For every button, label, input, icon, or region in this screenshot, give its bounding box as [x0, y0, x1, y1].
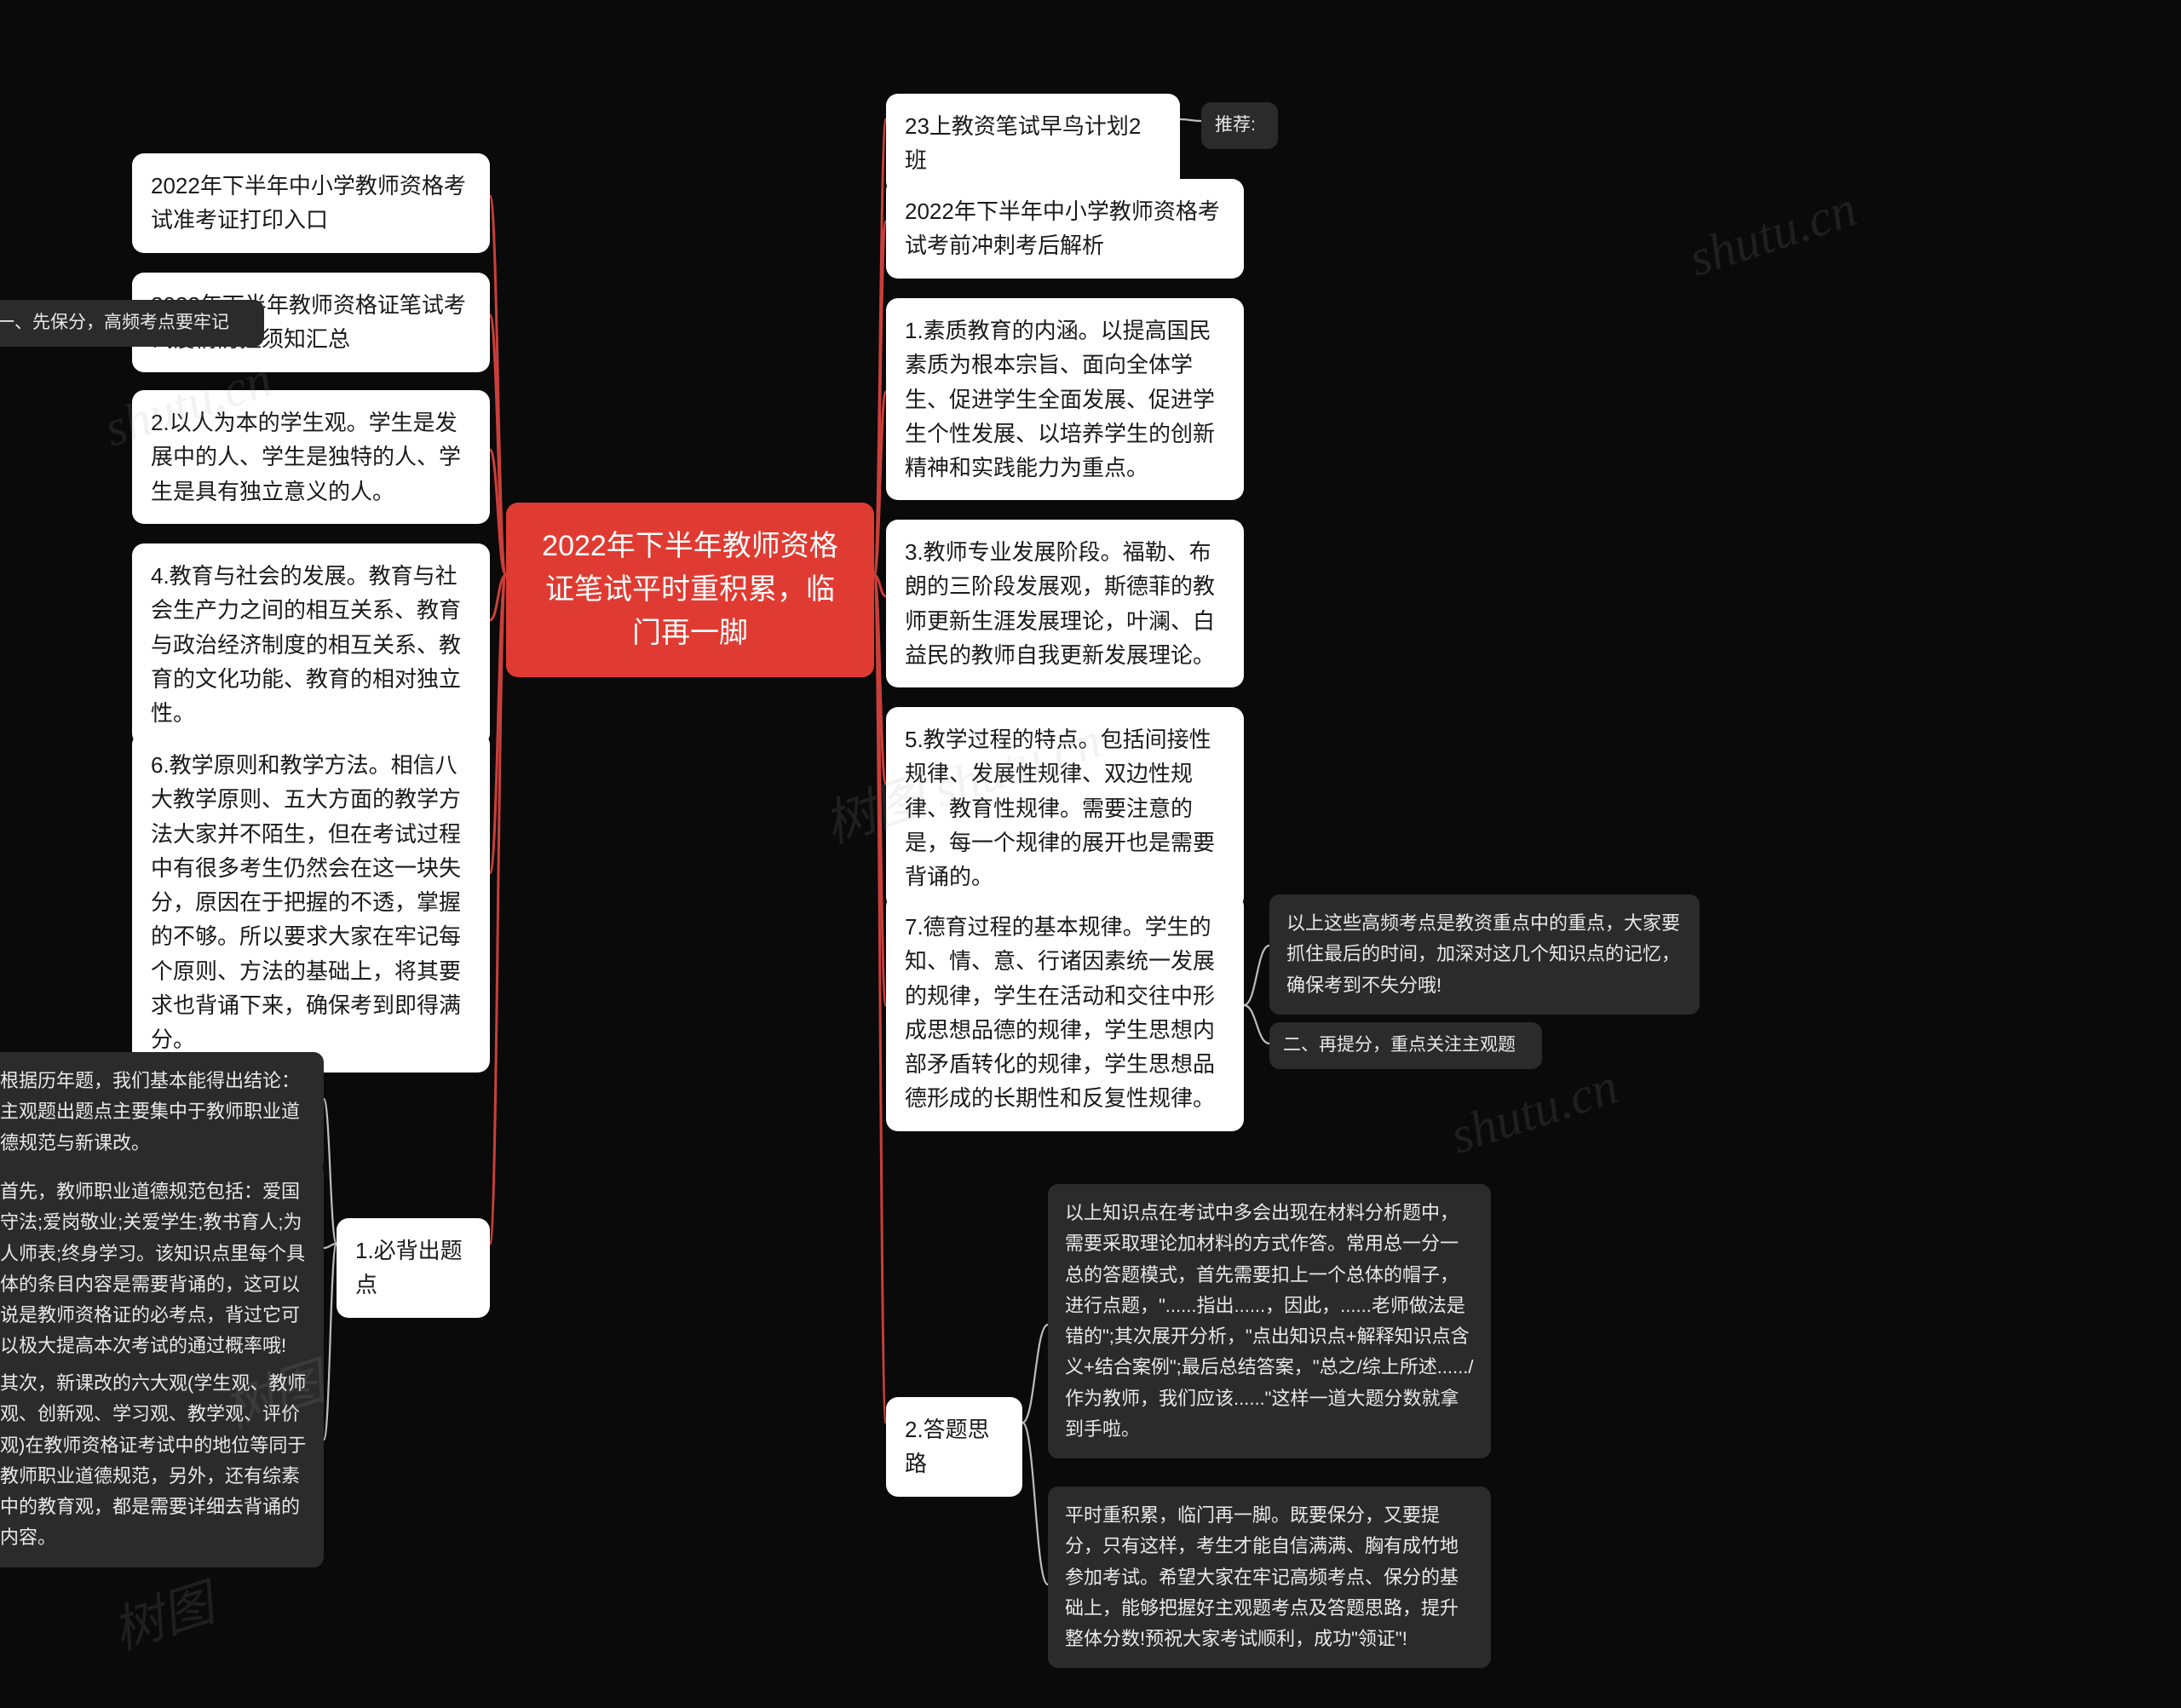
branch-node[interactable]: 2022年下半年中小学教师资格考试考前冲刺考后解析 [886, 179, 1244, 279]
branch-node[interactable]: 6.教学原则和教学方法。相信八大教学原则、五大方面的教学方法大家并不陌生，但在考… [132, 733, 490, 1073]
leaf-node[interactable]: 根据历年题，我们基本能得出结论：主观题出题点主要集中于教师职业道德规范与新课改。 [0, 1052, 324, 1172]
branch-node[interactable]: 2.以人为本的学生观。学生是发展中的人、学生是独特的人、学生是具有独立意义的人。 [132, 390, 490, 524]
leaf-node[interactable]: 二、再提分，重点关注主观题 [1269, 1022, 1542, 1069]
leaf-node[interactable]: 一、先保分，高频考点要牢记 [0, 300, 264, 347]
watermark: shutu.cn [1443, 1057, 1625, 1166]
branch-node[interactable]: 7.德育过程的基本规律。学生的知、情、意、行诸因素统一发展的规律，学生在活动和交… [886, 894, 1244, 1131]
mindmap-canvas: 2022年下半年教师资格证笔试平时重积累，临门再一脚 2022年下半年中小学教师… [0, 0, 2181, 1708]
leaf-node[interactable]: 平时重积累，临门再一脚。既要保分，又要提分，只有这样，考生才能自信满满、胸有成竹… [1048, 1487, 1491, 1668]
leaf-node[interactable]: 首先，教师职业道德规范包括：爱国守法;爱岗敬业;关爱学生;教书育人;为人师表;终… [0, 1163, 324, 1376]
watermark: shutu.cn [1682, 180, 1863, 289]
branch-node[interactable]: 2022年下半年中小学教师资格考试准考证打印入口 [132, 153, 490, 253]
leaf-node[interactable]: 以上这些高频考点是教资重点中的重点，大家要抓住最后的时间，加深对这几个知识点的记… [1269, 894, 1700, 1015]
branch-node[interactable]: 4.教育与社会的发展。教育与社会生产力之间的相互关系、教育与政治经济制度的相互关… [132, 543, 490, 745]
center-topic[interactable]: 2022年下半年教师资格证笔试平时重积累，临门再一脚 [506, 503, 874, 677]
branch-node[interactable]: 3.教师专业发展阶段。福勒、布朗的三阶段发展观，斯德菲的教师更新生涯发展理论，叶… [886, 520, 1244, 687]
branch-node[interactable]: 2.答题思路 [886, 1397, 1022, 1497]
leaf-node[interactable]: 以上知识点在考试中多会出现在材料分析题中，需要采取理论加材料的方式作答。常用总一… [1048, 1184, 1491, 1458]
leaf-node[interactable]: 推荐: [1201, 102, 1278, 149]
leaf-node[interactable]: 其次，新课改的六大观(学生观、教师观、创新观、学习观、教学观、评价观)在教师资格… [0, 1354, 324, 1567]
branch-node[interactable]: 5.教学过程的特点。包括间接性规律、发展性规律、双边性规律、教育性规律。需要注意… [886, 707, 1244, 909]
branch-node[interactable]: 1.素质教育的内涵。以提高国民素质为根本宗旨、面向全体学生、促进学生全面发展、促… [886, 298, 1244, 500]
watermark: 树图 [101, 1562, 222, 1665]
branch-node[interactable]: 1.必背出题点 [337, 1218, 490, 1318]
